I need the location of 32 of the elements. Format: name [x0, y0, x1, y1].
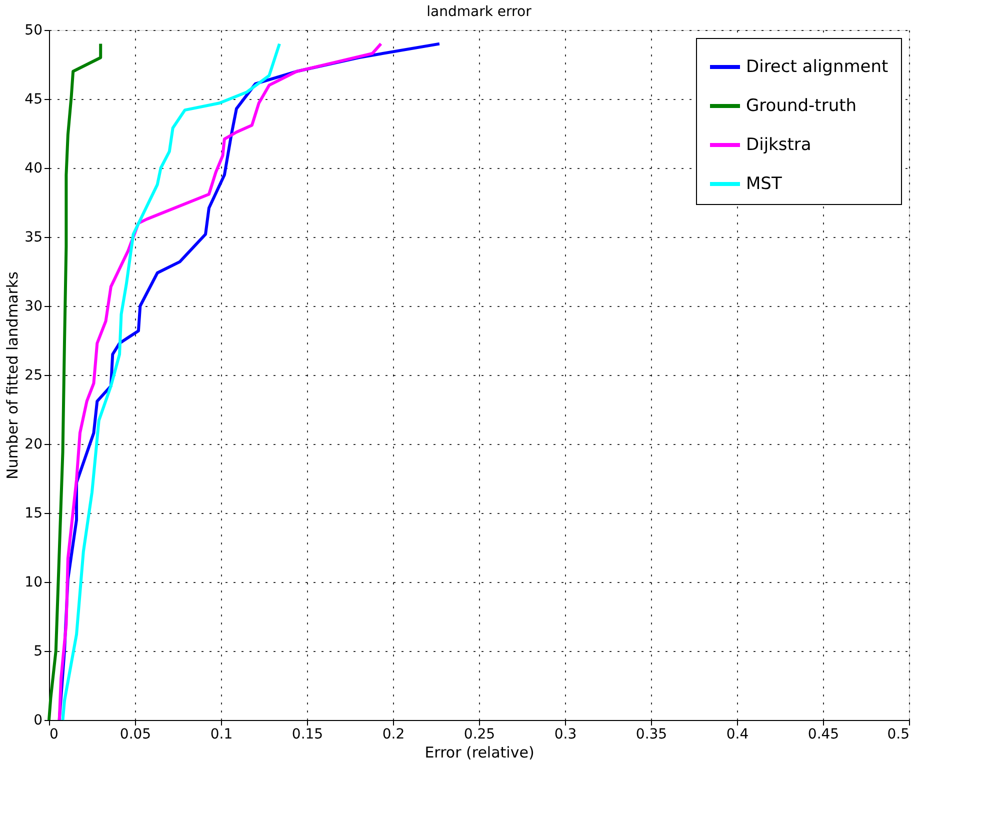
y-tick-label: 35 [24, 230, 42, 246]
y-tick-label: 0 [34, 712, 42, 728]
line-series [48, 42, 102, 722]
y-tick-label: 25 [24, 368, 42, 384]
x-tick-label: 0 [50, 726, 58, 742]
legend-label: Ground-truth [746, 96, 857, 116]
y-tick-label: 20 [24, 436, 42, 452]
x-tick-label: 0.35 [636, 726, 668, 742]
x-tick-label: 0.4 [726, 726, 749, 742]
x-tick-label: 0.05 [120, 726, 152, 742]
x-tick-label: 0.1 [210, 726, 233, 742]
x-tick-label: 0.25 [464, 726, 496, 742]
x-axis-title: Error (relative) [424, 744, 534, 762]
legend-label: MST [746, 174, 782, 194]
legend-label: Dijkstra [746, 135, 812, 155]
x-tick-label: 0.45 [808, 726, 840, 742]
x-tick-label: 0.2 [382, 726, 405, 742]
line-series [58, 42, 382, 722]
y-tick-label: 5 [34, 644, 42, 660]
chart-title: landmark error [426, 4, 532, 20]
y-tick-label: 30 [24, 298, 42, 314]
line-series [61, 42, 281, 722]
x-tick-label: 0.5 [887, 726, 910, 742]
y-tick-label: 45 [24, 92, 42, 108]
y-tick-label: 15 [24, 506, 42, 522]
y-tick-label: 40 [24, 160, 42, 176]
y-tick-label: 10 [24, 574, 42, 590]
y-tick-label: 50 [24, 22, 42, 38]
x-tick-label: 0.3 [554, 726, 577, 742]
legend-label: Direct alignment [746, 57, 889, 77]
y-axis-title: Number of fitted landmarks [4, 271, 22, 480]
x-tick-label: 0.15 [292, 726, 324, 742]
